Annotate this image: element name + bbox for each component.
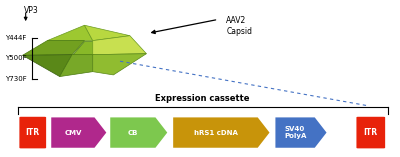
Polygon shape: [93, 54, 146, 75]
Polygon shape: [72, 41, 93, 55]
Polygon shape: [276, 117, 326, 148]
Polygon shape: [51, 117, 106, 148]
Text: CB: CB: [128, 130, 138, 136]
Polygon shape: [84, 25, 130, 41]
Text: ITR: ITR: [26, 128, 40, 137]
Text: Y500F: Y500F: [5, 55, 27, 61]
Polygon shape: [60, 55, 93, 77]
Polygon shape: [110, 117, 167, 148]
Polygon shape: [93, 36, 146, 55]
Polygon shape: [22, 41, 84, 55]
Polygon shape: [22, 55, 72, 77]
Text: hRS1 cDNA: hRS1 cDNA: [194, 130, 237, 136]
Text: Y730F: Y730F: [5, 76, 27, 81]
Text: AAV2
Capsid: AAV2 Capsid: [226, 16, 252, 36]
Text: Y444F: Y444F: [6, 35, 27, 41]
Text: VP3: VP3: [24, 6, 38, 15]
FancyBboxPatch shape: [19, 117, 46, 148]
Polygon shape: [47, 25, 93, 41]
Text: Expression cassette: Expression cassette: [156, 94, 250, 103]
Text: SV40
PolyA: SV40 PolyA: [284, 126, 306, 139]
Polygon shape: [173, 117, 270, 148]
Text: CMV: CMV: [64, 130, 82, 136]
FancyBboxPatch shape: [356, 117, 385, 148]
Text: ITR: ITR: [364, 128, 378, 137]
